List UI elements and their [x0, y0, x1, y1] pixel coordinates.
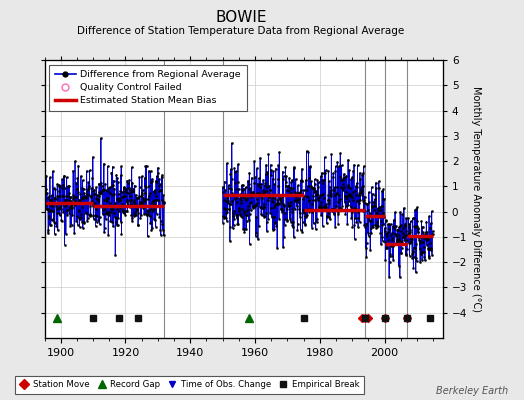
Y-axis label: Monthly Temperature Anomaly Difference (°C): Monthly Temperature Anomaly Difference (… [472, 86, 482, 312]
Legend: Station Move, Record Gap, Time of Obs. Change, Empirical Break: Station Move, Record Gap, Time of Obs. C… [15, 376, 364, 394]
Text: Difference of Station Temperature Data from Regional Average: Difference of Station Temperature Data f… [78, 26, 405, 36]
Legend: Difference from Regional Average, Quality Control Failed, Estimated Station Mean: Difference from Regional Average, Qualit… [49, 65, 247, 111]
Text: BOWIE: BOWIE [215, 10, 267, 25]
Text: Berkeley Earth: Berkeley Earth [436, 386, 508, 396]
